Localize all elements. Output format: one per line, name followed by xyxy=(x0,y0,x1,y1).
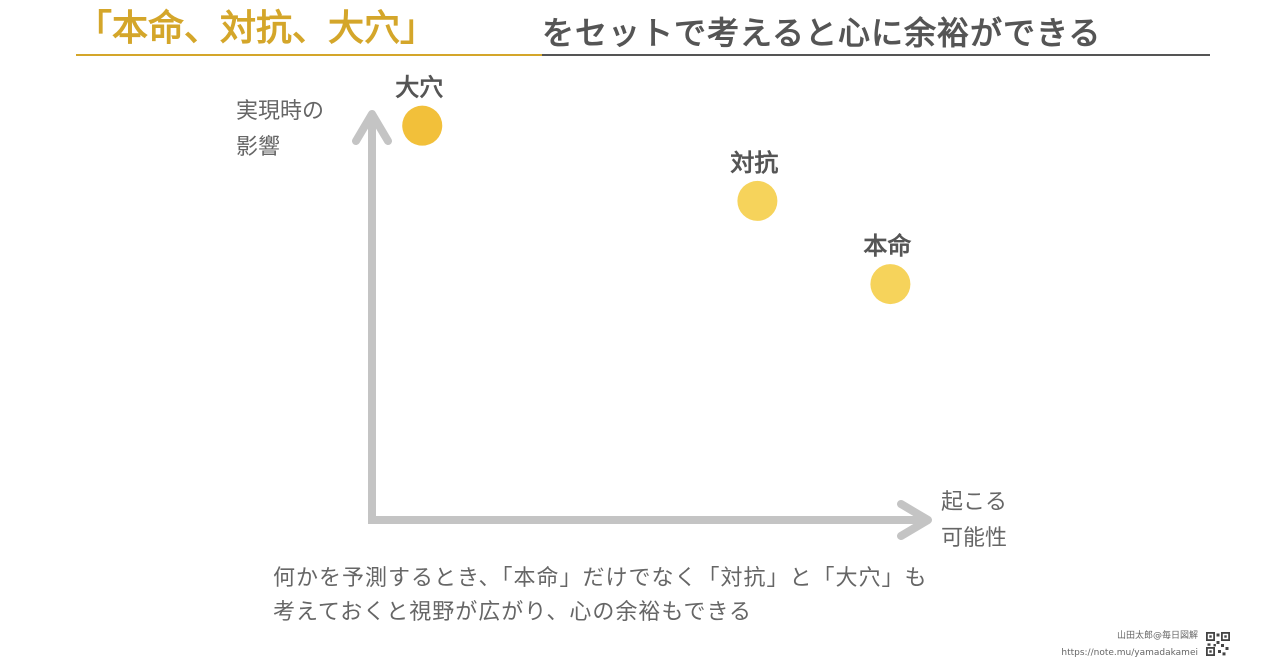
axes xyxy=(352,110,932,540)
point-marker xyxy=(870,264,911,305)
point-label: 本命 xyxy=(863,232,912,260)
x-axis-label-line: 可能性 xyxy=(941,526,1008,551)
credit-url: https://note.mu/yamadakamei xyxy=(1061,648,1198,658)
x-axis-arrowhead xyxy=(897,500,932,540)
point-label: 大穴 xyxy=(395,74,443,102)
caption-line: 何かを予測するとき、「本命」だけでなく「対抗」と「大穴」も xyxy=(273,566,928,591)
x-axis-label-line: 起こる xyxy=(941,490,1008,515)
point-marker xyxy=(737,180,778,221)
caption-line: 考えておくと視野が広がり、心の余裕もできる xyxy=(273,600,753,625)
title-rest: をセットで考えると心に余裕ができる xyxy=(542,14,1210,56)
credit: 山田太郎@毎日図解 https://note.mu/yamadakamei xyxy=(1061,628,1198,662)
x-axis-label: 起こる 可能性 xyxy=(941,485,1007,557)
point-marker xyxy=(402,105,443,146)
y-axis-label-line: 実現時の xyxy=(236,99,325,124)
y-axis-label: 実現時の 影響 xyxy=(236,94,324,166)
qr-code-icon xyxy=(1206,632,1230,656)
credit-author: 山田太郎@毎日図解 xyxy=(1116,631,1198,641)
title-highlight: 「本命、対抗、大穴」 xyxy=(76,6,542,56)
caption: 何かを予測するとき、「本命」だけでなく「対抗」と「大穴」も 考えておくと視野が広… xyxy=(273,562,1033,630)
page-title: 「本命、対抗、大穴」 をセットで考えると心に余裕ができる xyxy=(76,6,1210,56)
y-axis-arrowhead xyxy=(352,110,392,145)
y-axis-label-line: 影響 xyxy=(236,135,281,160)
point-label: 対抗 xyxy=(730,149,778,177)
